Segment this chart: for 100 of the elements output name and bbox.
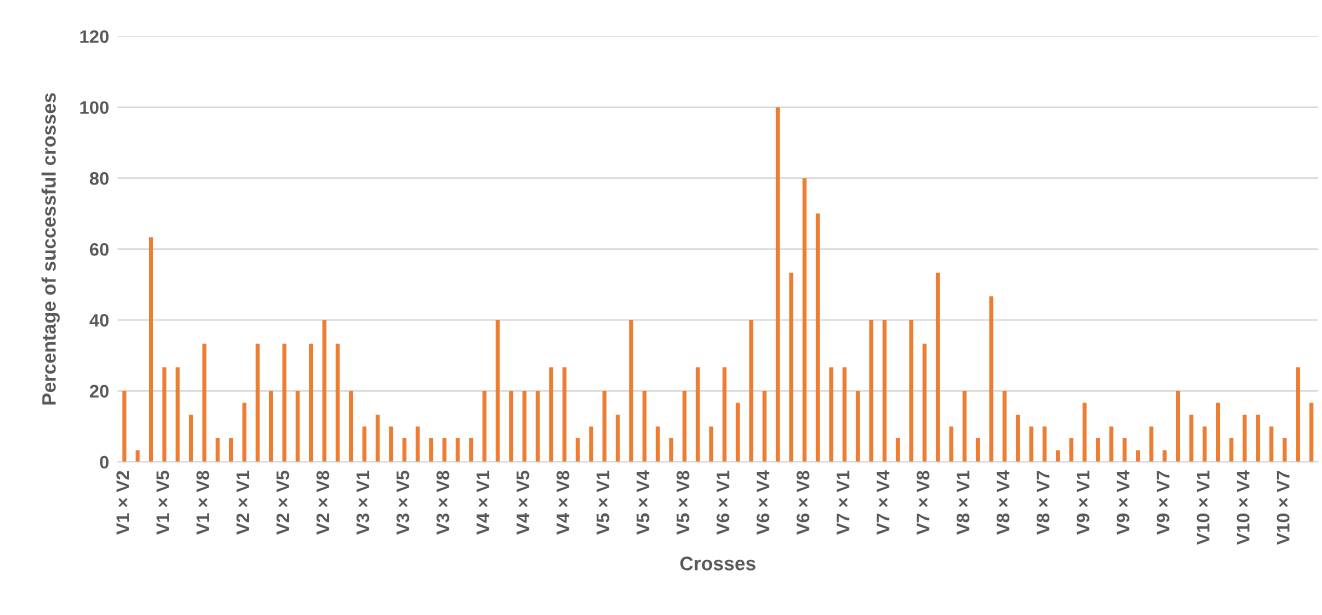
y-tick-label: 40 — [89, 313, 109, 327]
bar — [1055, 450, 1060, 462]
bar — [122, 390, 127, 462]
bar — [1202, 426, 1207, 462]
bar — [442, 438, 447, 462]
bar — [802, 178, 807, 462]
bar — [162, 367, 167, 462]
bar — [135, 450, 140, 462]
x-tick-label: V6 × V4 — [756, 470, 770, 535]
x-tick-label: V7 × V8 — [916, 470, 930, 535]
bar — [429, 438, 434, 462]
bar — [215, 438, 220, 462]
bar — [855, 390, 860, 462]
x-tick-label: V4 × V1 — [476, 470, 490, 535]
bar — [309, 343, 314, 462]
bar — [1082, 402, 1087, 462]
bar — [682, 390, 687, 462]
bar — [482, 390, 487, 462]
bar — [375, 414, 380, 462]
bar — [749, 320, 754, 462]
x-tick-label: V10 × V4 — [1236, 470, 1250, 545]
bar — [669, 438, 674, 462]
bar — [722, 367, 727, 462]
bar — [1135, 450, 1140, 462]
bar — [1309, 402, 1314, 462]
bar — [602, 390, 607, 462]
x-tick-label: V1 × V5 — [156, 470, 170, 535]
x-tick-label: V9 × V1 — [1076, 470, 1090, 535]
bar — [202, 343, 207, 462]
bar — [935, 272, 940, 462]
bar — [989, 296, 994, 462]
bar — [1269, 426, 1274, 462]
bar — [909, 320, 914, 462]
bar — [535, 390, 540, 462]
x-tick-label: V5 × V4 — [636, 470, 650, 535]
bar — [842, 367, 847, 462]
bar — [882, 320, 887, 462]
y-tick-label: 60 — [89, 243, 109, 256]
x-tick-label: V3 × V5 — [396, 470, 410, 535]
bar — [655, 426, 660, 462]
bar — [1256, 414, 1261, 462]
x-tick-label: V10 × V1 — [1196, 470, 1210, 545]
bar — [322, 320, 327, 462]
x-tick-label: V4 × V8 — [556, 470, 570, 535]
bar — [335, 343, 340, 462]
bar — [949, 426, 954, 462]
bar — [295, 390, 300, 462]
bar — [895, 438, 900, 462]
bar — [589, 426, 594, 462]
x-tick-label: V8 × V1 — [956, 470, 970, 535]
y-tick-label: 0 — [100, 455, 109, 469]
bar — [509, 390, 514, 462]
bar — [175, 367, 180, 462]
bar — [189, 414, 194, 462]
bar — [629, 320, 634, 462]
y-tick-label: 20 — [89, 384, 109, 398]
x-tick-label: V7 × V1 — [836, 470, 850, 535]
bar — [1189, 414, 1194, 462]
bar — [1149, 426, 1154, 462]
y-axis-title: Percentage of successful crosses — [41, 93, 60, 405]
bar — [1242, 414, 1247, 462]
bar — [549, 367, 554, 462]
x-tick-label: V9 × V7 — [1156, 470, 1170, 535]
bar — [1216, 402, 1220, 462]
x-tick-label: V7 × V4 — [876, 470, 890, 535]
bar — [1069, 438, 1074, 462]
bar — [415, 426, 420, 462]
bar — [762, 390, 767, 462]
bar — [709, 426, 714, 462]
bar — [1029, 426, 1034, 462]
x-tick-label: V8 × V7 — [1036, 470, 1050, 535]
bar — [1175, 390, 1180, 462]
bar — [1015, 414, 1020, 462]
bar — [922, 343, 927, 462]
x-tick-label: V6 × V8 — [796, 470, 810, 535]
x-tick-label: V2 × V5 — [276, 470, 290, 535]
bar — [1296, 367, 1301, 462]
bar — [1002, 390, 1007, 462]
bar — [829, 367, 834, 462]
bar — [269, 390, 274, 462]
bar — [242, 402, 247, 462]
bar — [229, 438, 234, 462]
x-tick-label: V2 × V8 — [316, 470, 330, 535]
x-tick-label: V10 × V7 — [1276, 470, 1290, 545]
bar — [962, 390, 967, 462]
bar — [815, 213, 820, 462]
y-tick-label: 100 — [80, 101, 109, 114]
bar — [975, 438, 980, 462]
bar — [522, 390, 527, 462]
x-tick-label: V1 × V8 — [196, 470, 210, 535]
bar — [349, 390, 354, 462]
bar — [1042, 426, 1047, 462]
x-axis-title: Crosses — [680, 556, 756, 571]
bar — [469, 438, 474, 462]
bar — [1109, 426, 1114, 462]
bar — [389, 426, 394, 462]
x-tick-label: V4 × V5 — [516, 470, 530, 535]
y-tick-label: 80 — [89, 172, 109, 185]
bar — [1229, 438, 1234, 462]
x-tick-label: V3 × V1 — [356, 470, 370, 535]
